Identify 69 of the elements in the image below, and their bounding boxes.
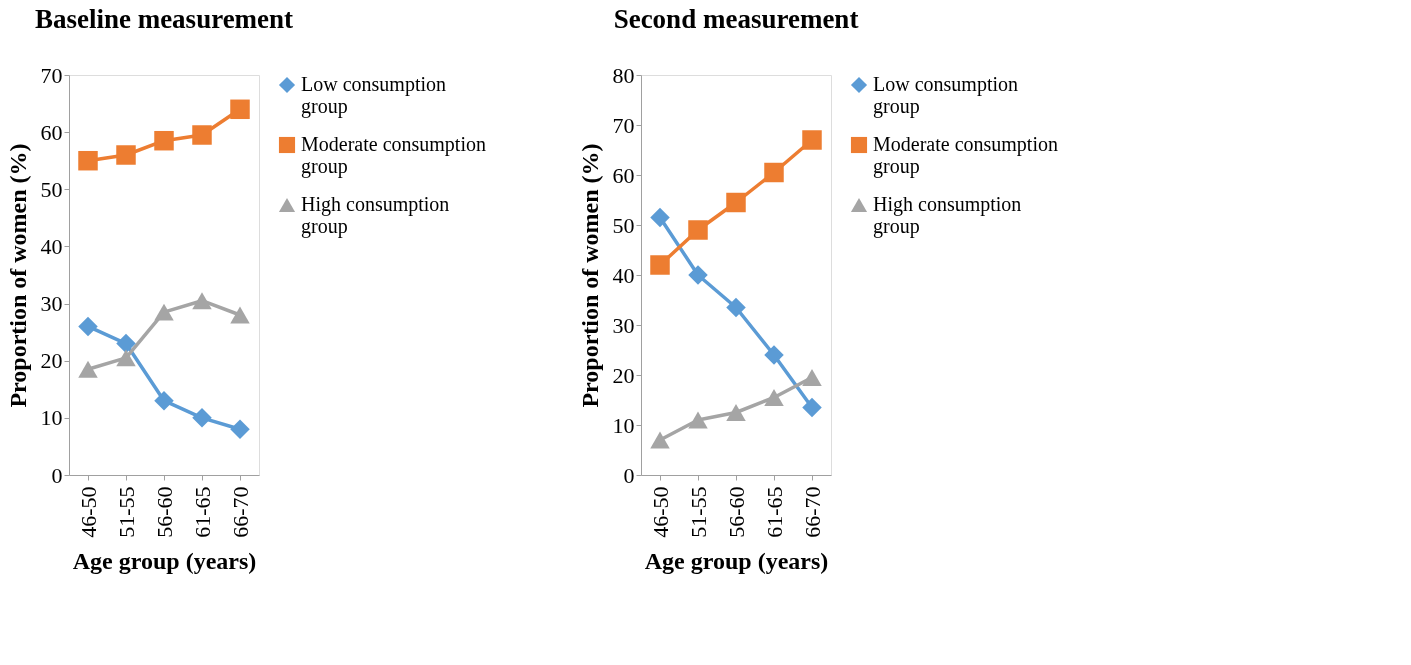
point <box>650 207 670 228</box>
point <box>764 162 784 183</box>
x-tick-label: 46-50 <box>75 486 101 538</box>
point <box>230 99 250 120</box>
point <box>650 431 670 449</box>
point <box>116 333 136 354</box>
point <box>230 419 250 440</box>
y-tick-label: 0 <box>51 462 63 488</box>
y-tick-label: 40 <box>612 262 635 288</box>
point <box>230 306 250 324</box>
x-tick-label: 46-50 <box>647 486 673 538</box>
chart-title: Second measurement <box>613 4 859 34</box>
point <box>78 316 98 337</box>
point <box>726 192 746 213</box>
legend-label: Moderate consumption group <box>873 133 1058 178</box>
point <box>802 369 822 386</box>
legend-label: High consumption group <box>873 193 1022 238</box>
point <box>726 404 746 421</box>
x-tick-label: 66-70 <box>799 486 825 538</box>
point <box>116 349 136 367</box>
y-tick-label: 10 <box>40 405 63 431</box>
legend-label: Moderate consumption group <box>301 133 486 178</box>
x-tick-label: 61-65 <box>189 486 215 538</box>
y-tick-label: 20 <box>40 348 63 374</box>
x-tick-label: 51-55 <box>685 486 711 538</box>
legend-label: Low consumption group <box>873 73 1018 118</box>
point <box>688 265 708 285</box>
point <box>154 303 174 321</box>
point <box>650 255 670 275</box>
x-axis-title: Age group (years) <box>72 547 257 574</box>
x-axis-title: Age group (years) <box>644 547 829 574</box>
point <box>154 390 174 411</box>
y-axis-title: Proportion of women (%) <box>4 143 31 408</box>
y-tick-label: 60 <box>612 162 635 188</box>
point <box>764 389 784 406</box>
point <box>802 130 822 150</box>
y-tick-label: 30 <box>40 291 63 317</box>
point <box>78 360 98 378</box>
y-tick-label: 0 <box>623 462 635 488</box>
point <box>726 297 746 318</box>
legend-label: Low consumption group <box>301 73 446 118</box>
x-tick-label: 51-55 <box>113 486 139 538</box>
point <box>688 411 708 429</box>
y-tick-label: 80 <box>612 62 635 88</box>
y-tick-label: 20 <box>612 362 635 388</box>
y-tick-label: 30 <box>612 312 635 338</box>
chart-title: Baseline measurement <box>34 4 294 34</box>
y-tick-label: 40 <box>40 233 63 259</box>
legend-label: High consumption group <box>301 193 450 238</box>
point <box>192 408 212 428</box>
point <box>116 145 136 165</box>
y-tick-label: 50 <box>40 176 63 202</box>
point <box>688 220 708 240</box>
y-tick-label: 10 <box>612 412 635 438</box>
x-tick-label: 66-70 <box>227 486 253 538</box>
y-tick-label: 60 <box>40 119 63 145</box>
y-tick-label: 70 <box>40 62 63 88</box>
y-tick-label: 50 <box>612 212 635 238</box>
point <box>802 397 822 418</box>
y-tick-label: 70 <box>612 112 635 138</box>
x-tick-label: 61-65 <box>761 486 787 538</box>
point <box>192 292 212 310</box>
point <box>764 345 784 365</box>
y-axis-title: Proportion of women (%) <box>576 143 603 408</box>
point <box>192 125 212 145</box>
point <box>154 130 174 151</box>
point <box>78 150 98 171</box>
x-tick-label: 56-60 <box>151 486 177 538</box>
x-tick-label: 56-60 <box>723 486 749 538</box>
